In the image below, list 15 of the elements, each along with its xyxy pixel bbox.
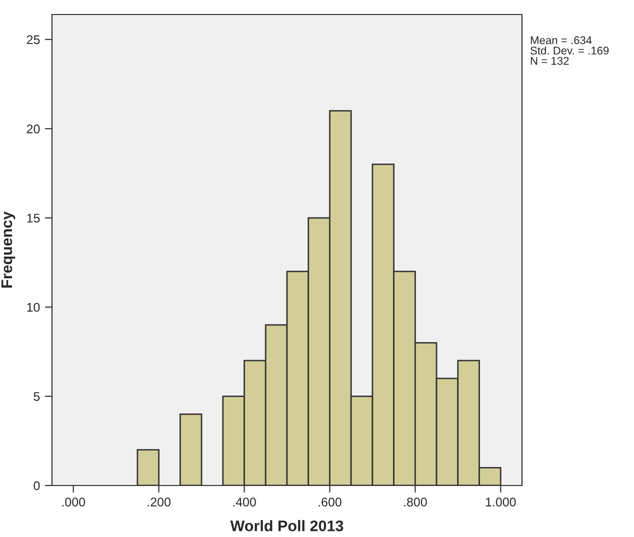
- x-tick-label: .800: [404, 498, 427, 506]
- y-tick-label: 5: [34, 392, 40, 401]
- y-axis-title: Frequency: [2, 211, 16, 288]
- y-tick-label: 0: [34, 481, 40, 490]
- y-tick-label: 15: [27, 214, 40, 223]
- x-tick-label: .400: [233, 498, 256, 506]
- y-tick-label: 20: [26, 124, 40, 134]
- x-tick-label: .000: [62, 498, 86, 506]
- y-tick-label: 25: [26, 35, 40, 44]
- x-axis-title: World Poll 2013: [230, 520, 344, 532]
- x-tick-label: 1.000: [486, 498, 516, 506]
- x-tick-label: .200: [148, 498, 170, 506]
- text: Mean = .634 Std. Dev. = .169 N = 132: [530, 36, 609, 65]
- y-tick-label: 10: [27, 302, 40, 312]
- x-tick-label: .600: [318, 498, 342, 506]
